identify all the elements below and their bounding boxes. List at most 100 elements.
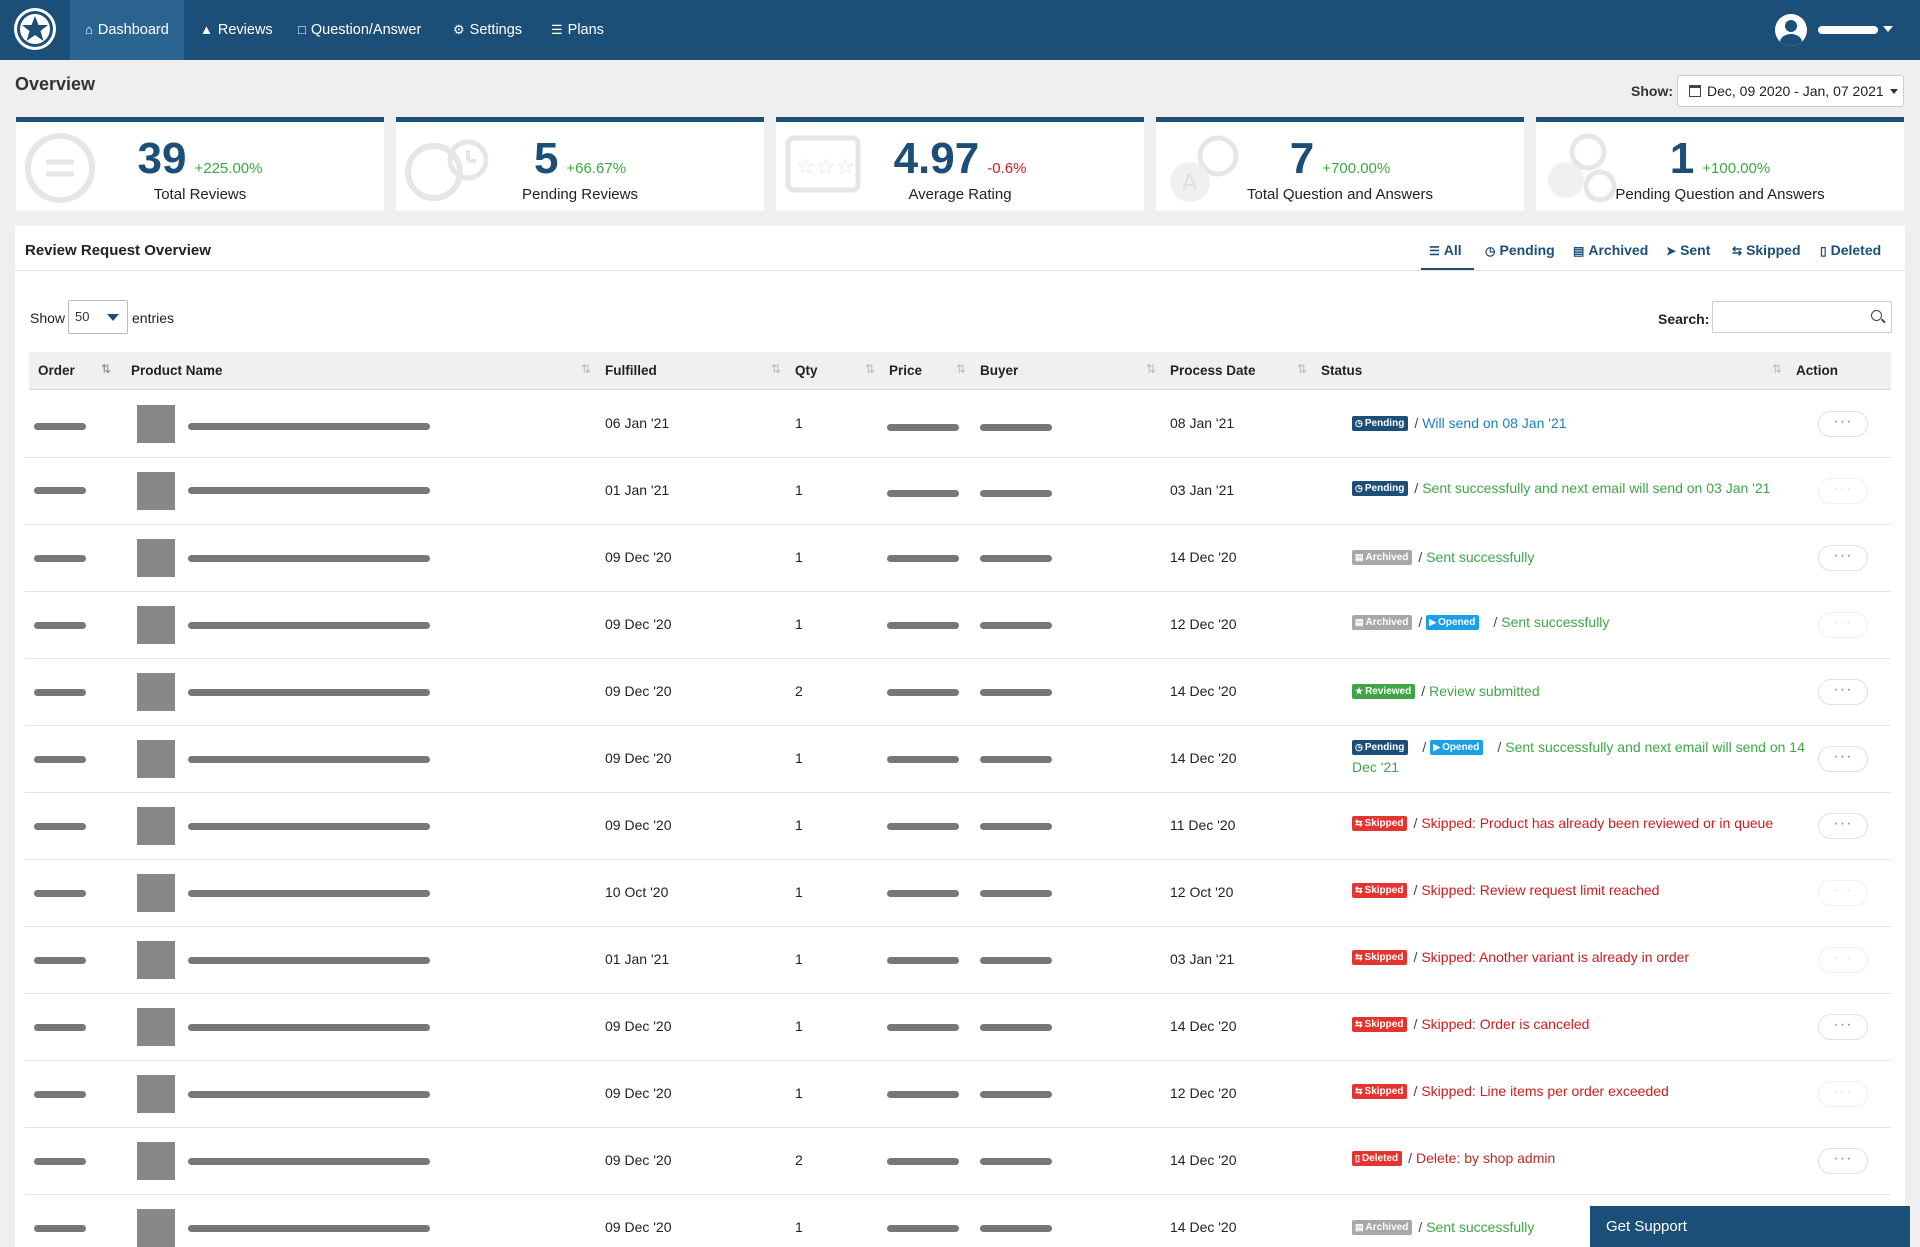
status-cell: ◷ Pending / ▶ Opened / Sent successfully and n… [1352,739,1805,775]
product-name-redacted[interactable] [188,622,430,629]
search-input[interactable] [1712,301,1892,333]
nav-dashboard[interactable]: ⌂ Dashboard [70,0,184,60]
order-redacted[interactable] [34,823,86,830]
order-redacted[interactable] [34,555,86,562]
get-support-button[interactable]: Get Support [1590,1206,1910,1247]
trash-icon: ▯ [1820,244,1827,258]
buyer-redacted [980,490,1052,497]
row-action-menu-button[interactable]: ··· [1818,545,1868,571]
stat-value: 4.97 [893,134,980,183]
nav-plans[interactable]: ☰ Plans [536,0,619,60]
date-range-picker[interactable]: Dec, 09 2020 - Jan, 07 2021 [1677,75,1904,107]
order-redacted[interactable] [34,1091,86,1098]
row-action-menu-button[interactable]: ··· [1818,947,1868,973]
order-redacted[interactable] [34,622,86,629]
col-product-name[interactable]: Product Name [131,363,223,378]
product-name-redacted[interactable] [188,487,430,494]
col-status[interactable]: Status [1321,363,1363,378]
order-redacted[interactable] [34,689,86,696]
order-redacted[interactable] [34,756,86,763]
product-thumbnail [137,472,175,510]
sort-icon[interactable]: ⇅ [865,362,876,376]
order-redacted[interactable] [34,890,86,897]
entries-select[interactable]: 50 [68,300,128,334]
qty: 1 [795,1018,803,1034]
question-answer-clock-icon [1542,130,1634,210]
user-name-redacted[interactable] [1818,26,1878,34]
qty: 1 [795,482,803,498]
order-redacted[interactable] [34,487,86,494]
comments-icon: □ [298,22,306,37]
product-name-redacted[interactable] [188,756,430,763]
product-name-redacted[interactable] [188,423,430,430]
process-date: 14 Dec '20 [1170,750,1237,766]
col-fulfilled[interactable]: Fulfilled [605,363,657,378]
row-action-menu-button[interactable]: ··· [1818,1081,1868,1107]
nav-settings[interactable]: ⚙ Settings [438,0,537,60]
order-redacted[interactable] [34,1024,86,1031]
panel-title: Review Request Overview [25,242,211,259]
archive-icon: ▤ [1573,244,1585,258]
qty: 2 [795,1152,803,1168]
col-buyer[interactable]: Buyer [980,363,1019,378]
row-action-menu-button[interactable]: ··· [1818,746,1868,772]
sort-icon[interactable]: ⇅ [1146,362,1157,376]
sort-icon[interactable]: ⇅ [1297,362,1308,376]
sort-icon[interactable]: ⇅ [771,362,782,376]
price-redacted [887,490,959,497]
user-avatar-icon[interactable] [1775,14,1807,46]
order-redacted[interactable] [34,1225,86,1232]
tab-deleted[interactable]: ▯ Deleted [1820,242,1882,258]
retweet-icon: ⇆ [1355,1086,1363,1096]
row-action-menu-button[interactable]: ··· [1818,679,1868,705]
product-name-redacted[interactable] [188,890,430,897]
buyer-redacted [980,756,1052,763]
sort-icon[interactable]: ⇅ [1772,362,1783,376]
product-name-redacted[interactable] [188,1158,430,1165]
buyer-redacted [980,1225,1052,1232]
status-text: Sent successfully [1501,614,1610,630]
row-action-menu-button[interactable]: ··· [1818,880,1868,906]
product-name-redacted[interactable] [188,689,430,696]
row-action-menu-button[interactable]: ··· [1818,411,1868,437]
tab-all[interactable]: ☰ All [1429,242,1462,258]
row-action-menu-button[interactable]: ··· [1818,612,1868,638]
row-action-menu-button[interactable]: ··· [1818,1148,1868,1174]
order-redacted[interactable] [34,957,86,964]
status-cell: ▤ Archived / Sent successfully [1352,1219,1534,1235]
stat-change: +700.00% [1322,160,1391,177]
tab-pending[interactable]: ◷ Pending [1485,242,1555,258]
chevron-down-icon[interactable] [1883,26,1893,32]
sort-icon[interactable]: ⇅ [581,362,592,376]
star-logo-icon[interactable] [14,8,56,50]
product-name-redacted[interactable] [188,1225,430,1232]
product-name-redacted[interactable] [188,1024,430,1031]
product-name-redacted[interactable] [188,823,430,830]
sort-desc-icon[interactable]: ⇅ [101,362,112,376]
col-process-date[interactable]: Process Date [1170,363,1256,378]
tab-sent[interactable]: ➤ Sent [1666,242,1711,258]
col-price[interactable]: Price [889,363,923,378]
product-name-redacted[interactable] [188,957,430,964]
sort-icon[interactable]: ⇅ [956,362,967,376]
row-action-menu-button[interactable]: ··· [1818,478,1868,504]
row-action-menu-button[interactable]: ··· [1818,1014,1868,1040]
tab-archived[interactable]: ▤ Archived [1573,242,1649,258]
tab-skipped[interactable]: ⇆ Skipped [1732,242,1801,258]
order-redacted[interactable] [34,1158,86,1165]
product-name-redacted[interactable] [188,1091,430,1098]
status-text: Sent successfully and next email will se… [1352,739,1805,775]
nav-reviews[interactable]: ▲ Reviews [185,0,288,60]
product-name-redacted[interactable] [188,555,430,562]
stat-card-pending-reviews: 5 +66.67% Pending Reviews [396,117,764,211]
process-date: 11 Dec '20 [1170,817,1236,833]
nav-question-answer[interactable]: □ Question/Answer [283,0,436,60]
process-date: 14 Dec '20 [1170,1018,1237,1034]
buyer-redacted [980,424,1052,431]
col-qty[interactable]: Qty [795,363,818,378]
order-redacted[interactable] [34,423,86,430]
stat-card-average-rating: ☆☆☆ 4.97 -0.6% Average Rating [776,117,1144,211]
row-action-menu-button[interactable]: ··· [1818,813,1868,839]
status-badge: ⇆ Skipped [1352,1017,1408,1032]
col-order[interactable]: Order [38,363,75,378]
